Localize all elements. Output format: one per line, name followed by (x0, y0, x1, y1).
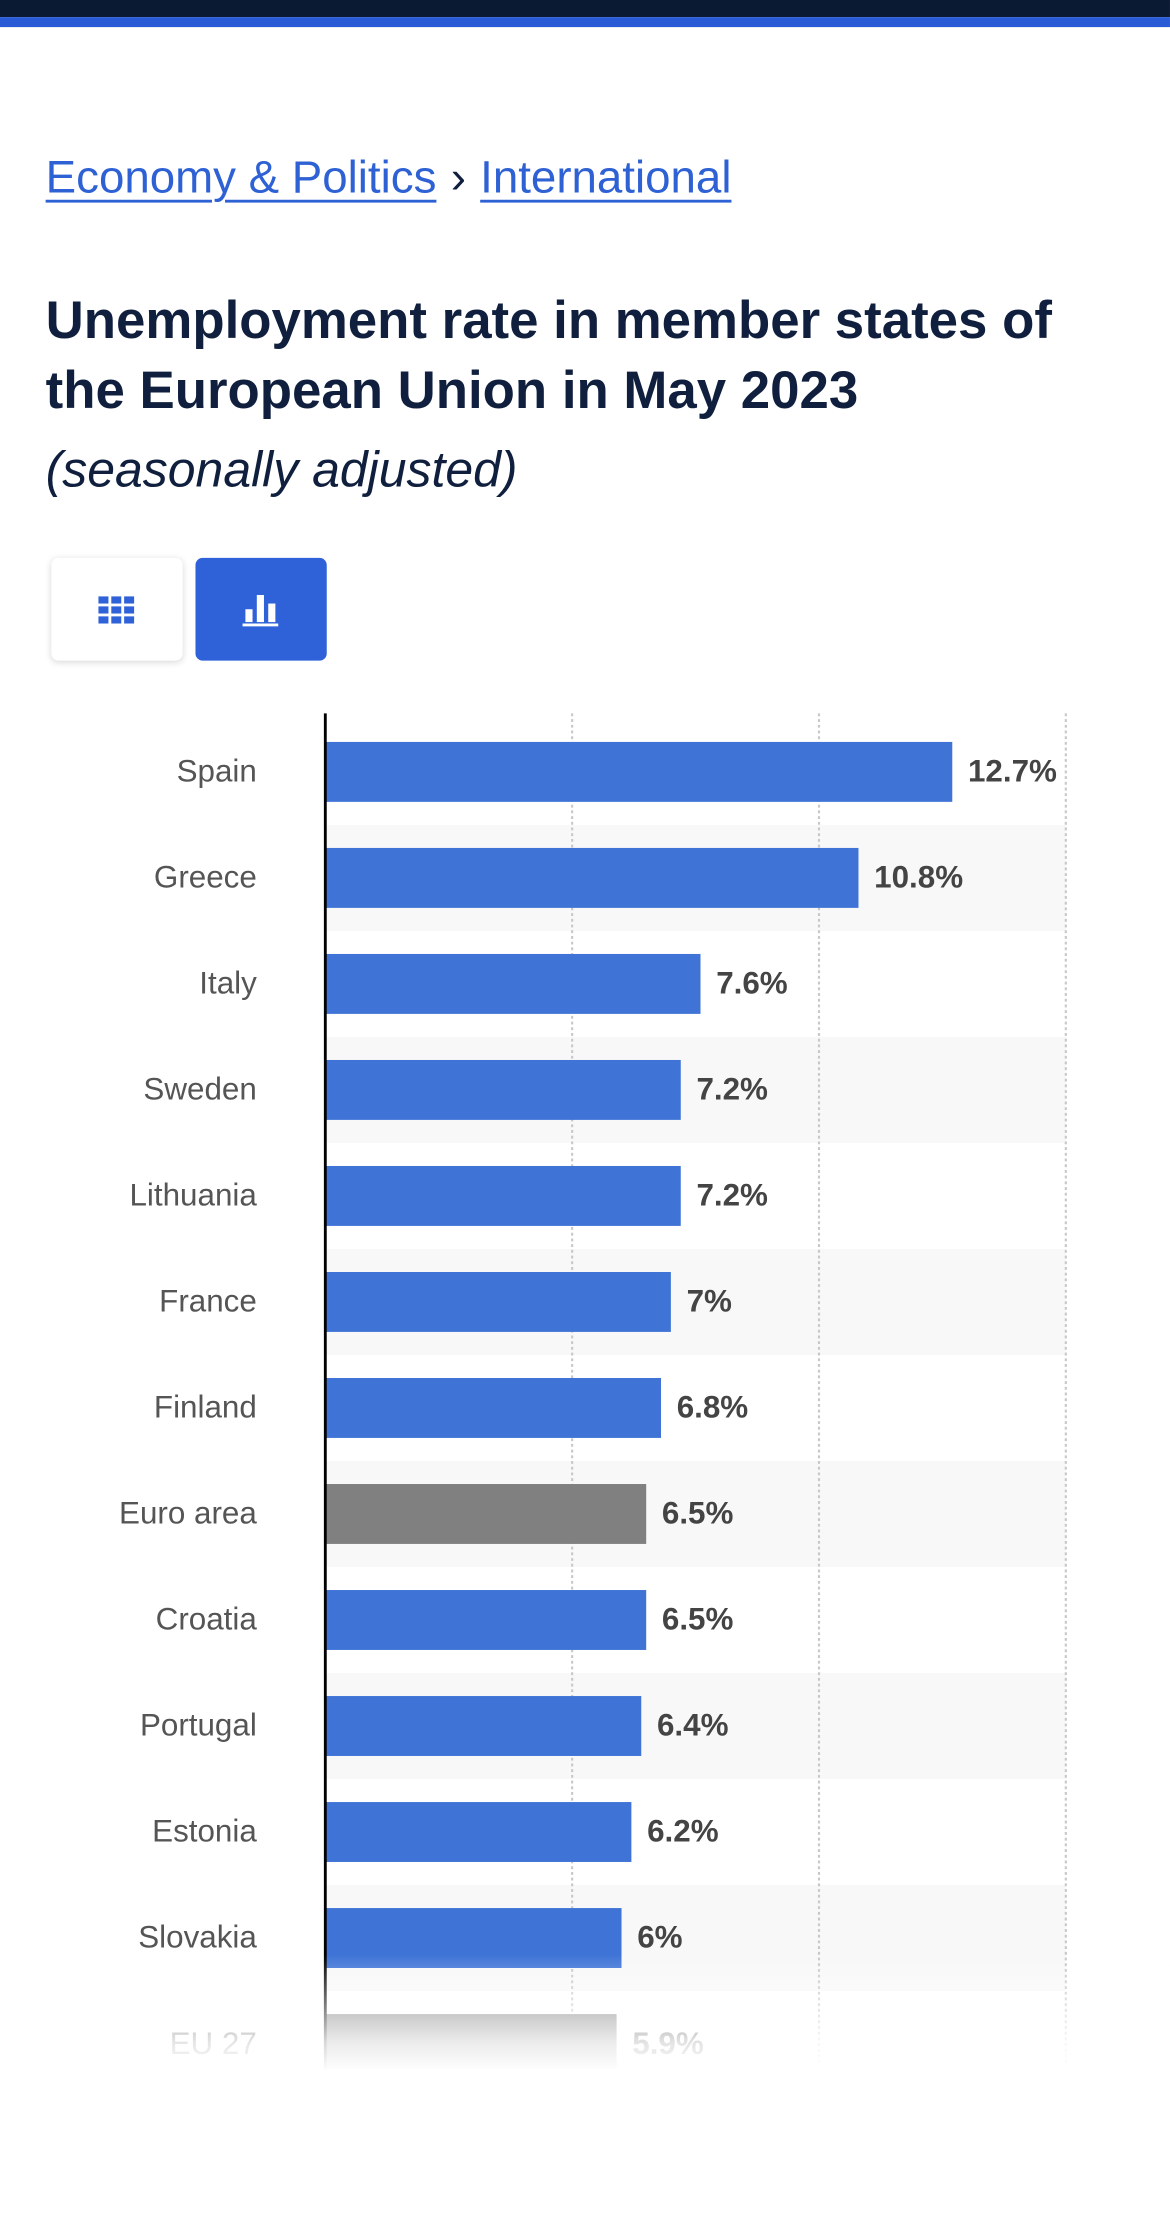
chart-view-button[interactable] (195, 557, 327, 661)
bar (325, 1271, 671, 1332)
y-tick-label: Italy (199, 966, 257, 1001)
bar (325, 1696, 642, 1756)
value-label: 6.5% (662, 1602, 734, 1637)
table-icon (98, 596, 135, 624)
chart-title: Unemployment rate in member states of th… (45, 291, 1052, 420)
y-tick-label: France (159, 1284, 257, 1319)
scroll-fade (0, 1954, 1170, 2072)
bar (325, 1378, 662, 1438)
bar (325, 1802, 632, 1862)
y-tick-label: Euro area (119, 1496, 257, 1531)
breadcrumb-separator: › (450, 151, 466, 203)
value-label: 7% (687, 1284, 732, 1319)
value-label: 6% (637, 1920, 682, 1955)
y-tick-label: Sweden (143, 1072, 256, 1107)
chart-subtitle: (seasonally adjusted) (45, 442, 518, 498)
bar (325, 1484, 647, 1544)
value-label: 12.7% (968, 754, 1057, 789)
value-label: 6.5% (662, 1496, 734, 1531)
value-label: 7.2% (696, 1072, 768, 1107)
y-tick-label: Lithuania (129, 1178, 257, 1213)
table-view-button[interactable] (51, 557, 183, 661)
value-label: 7.2% (696, 1178, 768, 1213)
bar (325, 1059, 681, 1120)
bar (325, 741, 953, 802)
y-tick-label: Slovakia (138, 1920, 257, 1955)
value-label: 6.4% (657, 1708, 729, 1743)
y-tick-label: Portugal (140, 1708, 257, 1743)
top-bar (0, 0, 1170, 18)
bar (325, 847, 859, 908)
bar (325, 1590, 647, 1650)
top-accent (0, 17, 1170, 28)
y-tick-label: Spain (177, 754, 257, 789)
value-label: 6.2% (647, 1814, 719, 1849)
y-tick-label: Finland (154, 1390, 257, 1425)
breadcrumb-link[interactable]: Economy & Politics (45, 151, 437, 203)
y-tick-label: Croatia (156, 1602, 258, 1637)
plot-area: Spain 12.7% Greece 10.8% Italy 7.6% Sweden 7.2%… (119, 713, 1067, 2074)
breadcrumb-link[interactable]: International (480, 151, 732, 203)
breadcrumbs: Economy & Politics › International (46, 151, 732, 204)
blank-area (0, 2068, 1170, 2238)
y-tick-label: Greece (154, 860, 257, 895)
chart-icon (242, 594, 279, 627)
bar (325, 953, 701, 1014)
y-tick-label: Estonia (152, 1814, 257, 1849)
value-label: 7.6% (716, 966, 788, 1001)
bar (325, 1165, 681, 1226)
value-label: 6.8% (677, 1390, 749, 1425)
value-label: 10.8% (874, 860, 963, 895)
